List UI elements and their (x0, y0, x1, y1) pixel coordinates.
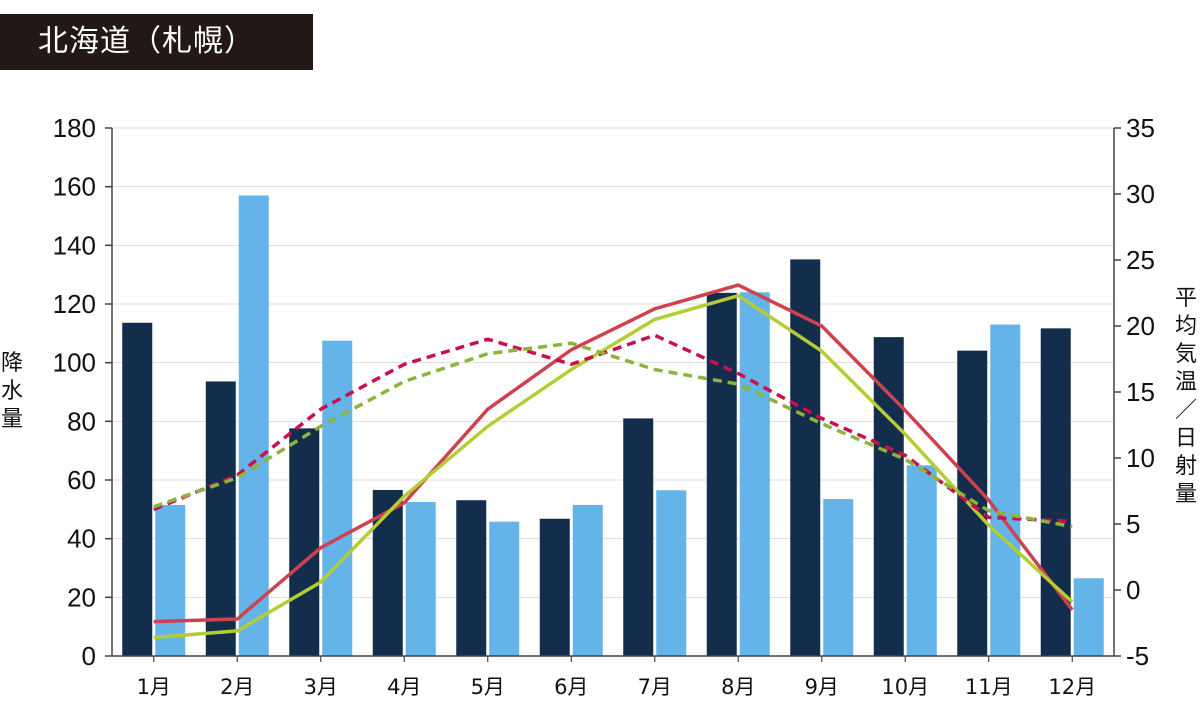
line-series-1 (153, 283, 1074, 624)
bar-series-2-bar (155, 504, 186, 656)
left-tick-label: 160 (53, 172, 96, 202)
left-tick-label: 0 (82, 641, 96, 671)
left-tick-label: 40 (67, 524, 96, 554)
bar-series-1-bar (539, 518, 570, 656)
bar-series (122, 195, 1104, 656)
bar-series-1-bar (706, 292, 737, 656)
left-tick-label: 80 (67, 406, 96, 436)
left-tick-label: 140 (53, 230, 96, 260)
bar-series-1-bar (1040, 328, 1071, 656)
bar-series-2-bar (823, 499, 854, 656)
bar-series-1-bar (205, 381, 236, 656)
right-tick-label: 0 (1126, 575, 1140, 605)
right-tick-label: 10 (1126, 443, 1155, 473)
bar-series-1-bar (122, 322, 153, 656)
left-tick-label: 100 (53, 348, 96, 378)
chart-title: 北海道（札幌） (0, 14, 313, 70)
right-axis-title: 平均気温／日射量 (1175, 286, 1197, 507)
x-axis-labels: 1月 2月 3月 4月 5月 6月 7月 8月 9月 10月 11月 12月 (137, 656, 1096, 699)
x-tick-label: 2月 (220, 675, 254, 699)
left-tick-label: 20 (67, 582, 96, 612)
bar-series-1-bar (790, 259, 821, 656)
x-tick-label: 10月 (881, 675, 929, 699)
bar-series-2-bar (1073, 578, 1104, 656)
bar-series-1-bar (873, 337, 904, 656)
x-tick-label: 9月 (805, 675, 839, 699)
right-tick-label: 30 (1126, 179, 1155, 209)
line-series-3 (153, 333, 1073, 524)
left-tick-label: 60 (67, 465, 96, 495)
left-axis-ticks: 0 20 40 60 80 100 120 140 160 180 (53, 113, 112, 671)
bar-series-1-bar (623, 418, 654, 656)
bar-series-1-bar (289, 428, 320, 656)
left-tick-label: 180 (53, 113, 96, 143)
bar-series-2-bar (906, 465, 937, 656)
bar-series-2-bar (990, 324, 1021, 656)
left-tick-label: 120 (53, 289, 96, 319)
x-tick-label: 1月 (137, 675, 171, 699)
gridlines (112, 127, 1114, 598)
bar-series-2-bar (489, 521, 520, 656)
right-tick-label: 25 (1126, 245, 1155, 275)
x-tick-label: 4月 (387, 675, 421, 699)
right-axis-ticks: -5 0 5 10 15 20 25 30 35 (1114, 113, 1155, 671)
x-tick-label: 3月 (304, 675, 338, 699)
x-tick-label: 7月 (638, 675, 672, 699)
left-axis-title: 降水量 (1, 351, 23, 432)
line-series-2 (153, 293, 1074, 640)
bar-series-2-bar (656, 490, 687, 656)
x-tick-label: 6月 (554, 675, 588, 699)
bar-series-2-bar (405, 502, 436, 656)
bar-series-2-bar (238, 195, 269, 656)
x-tick-label: 12月 (1048, 675, 1096, 699)
line-series-4 (153, 341, 1073, 529)
right-tick-label: 15 (1126, 377, 1155, 407)
bar-series-2-bar (739, 292, 770, 656)
right-tick-label: -5 (1126, 641, 1149, 671)
bar-series-1-bar (456, 500, 487, 656)
right-tick-label: 20 (1126, 311, 1155, 341)
x-tick-label: 8月 (721, 675, 755, 699)
x-tick-label: 5月 (471, 675, 505, 699)
bar-series-2-bar (572, 504, 603, 656)
x-tick-label: 11月 (965, 675, 1013, 699)
bar-series-2-bar (322, 340, 353, 656)
right-tick-label: 5 (1126, 509, 1140, 539)
line-series (153, 283, 1074, 640)
right-tick-label: 35 (1126, 113, 1155, 143)
bar-series-1-bar (957, 350, 988, 656)
